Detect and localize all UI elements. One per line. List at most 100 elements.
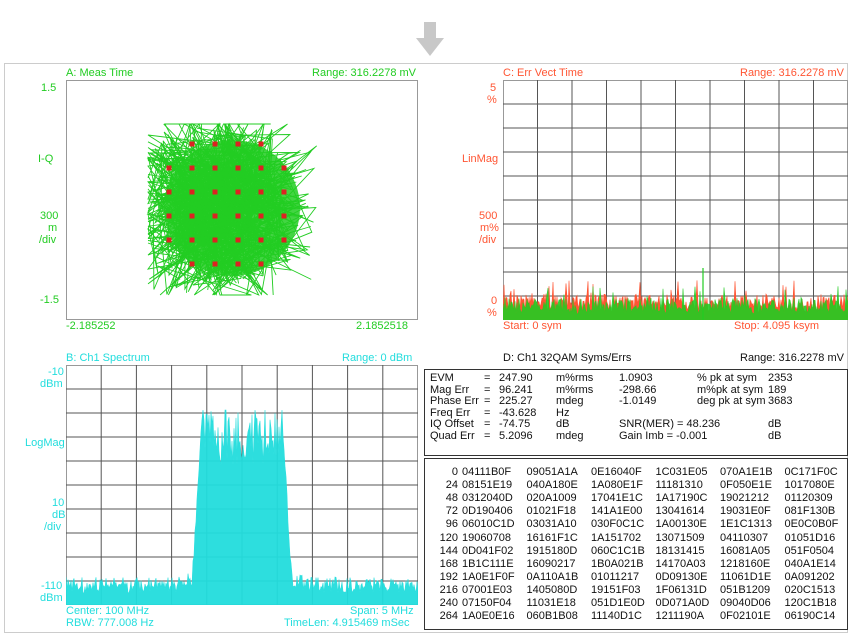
measurement-v2: Gain Imb = -0.001 xyxy=(619,430,708,442)
symbol-word: 0E16040F xyxy=(591,466,642,478)
panel-c-scale-3: /div xyxy=(479,234,497,246)
symbol-word: 0C171F0C xyxy=(784,466,838,478)
panel-c-y-bottom-2: % xyxy=(487,307,497,319)
spectrum-plot xyxy=(66,365,418,605)
symbol-word: 07150F04 xyxy=(462,597,512,609)
constellation-point xyxy=(189,165,195,171)
symbol-word: 19031E0F xyxy=(720,505,771,518)
measurement-name: Phase Err xyxy=(430,395,479,408)
constellation-traces xyxy=(146,122,318,296)
symbol-word: 16081A05 xyxy=(720,544,771,557)
symbol-word: 051D1E0D xyxy=(591,597,645,609)
constellation-point xyxy=(235,189,241,195)
symbol-word: 03031A10 xyxy=(526,518,577,531)
symbol-word: 020C1513 xyxy=(784,583,836,596)
panel-a-range: Range: 316.2278 mV xyxy=(312,67,416,79)
symbol-word: 04111B0F xyxy=(462,466,512,478)
symbol-word: 1A0E0E16 xyxy=(462,610,515,623)
measurement-unit: m%rms xyxy=(556,372,594,384)
panel-a-y-label: I-Q xyxy=(38,153,54,165)
symbol-word: 1211190A xyxy=(655,610,705,623)
measurement-name: EVM xyxy=(430,372,454,384)
symbol-word: 08151E19 xyxy=(462,479,513,492)
symbol-word: 19151F03 xyxy=(591,583,641,596)
panel-c-y-bottom-1: 0 xyxy=(491,295,498,307)
panel-c-scale-2: m% xyxy=(480,222,499,234)
symbol-word: 0D190406 xyxy=(462,505,513,518)
symbol-word: 1E1C1313 xyxy=(720,518,772,531)
panel-b-scale-2: dB xyxy=(52,509,66,521)
symbol-word: 01051D16 xyxy=(784,531,836,544)
symbol-word: 1A00130E xyxy=(655,518,707,531)
measurement-v2: SNR(MER) = 48.236 xyxy=(619,418,721,431)
panel-c-x-right: Stop: 4.095 ksym xyxy=(734,320,819,332)
measurement-v3: 2353 xyxy=(768,372,793,384)
panel-b-y-bottom-1: -110 xyxy=(41,580,63,592)
measurement-unit: dB xyxy=(556,418,570,431)
panel-b-y-bottom-2: dBm xyxy=(40,592,63,604)
symbol-word: 1218160E xyxy=(720,557,771,570)
symbol-word: 1017080E xyxy=(784,479,835,492)
symbol-index: 24 xyxy=(445,479,458,492)
measurement-v3: dB xyxy=(768,430,782,442)
constellation-point xyxy=(235,237,241,243)
constellation-point xyxy=(189,141,195,147)
panel-b-scale-1: 10 xyxy=(52,497,65,509)
constellation-point xyxy=(212,213,218,219)
panel-c-x-left: Start: 0 sym xyxy=(503,320,562,332)
panel-a-y-top: 1.5 xyxy=(41,82,57,94)
constellation-point xyxy=(212,165,218,171)
constellation-points xyxy=(166,141,287,267)
constellation-point xyxy=(258,261,264,267)
measurement-v3: dB xyxy=(768,418,782,431)
symbol-word: 1F06131D xyxy=(655,583,707,596)
panel-b-y-top-2: dBm xyxy=(40,378,63,390)
symbol-word: 13041614 xyxy=(655,505,705,518)
measurement-eq: = xyxy=(484,418,491,431)
symbol-index: 264 xyxy=(439,610,458,623)
spectrum-trace-fill xyxy=(66,409,418,605)
panel-b-rbw: RBW: 777.008 Hz xyxy=(66,617,154,629)
panel-c-y-label: LinMag xyxy=(462,153,499,165)
constellation-point xyxy=(212,141,218,147)
symbol-word: 13071509 xyxy=(655,531,705,544)
symbol-word: 11140D1C xyxy=(591,610,642,623)
symbol-word: 040A180E xyxy=(526,479,578,492)
symbol-word: 060C1C1B xyxy=(591,544,645,557)
panel-b-scale-3: /div xyxy=(44,521,62,533)
panel-a-x-left: -2.185252 xyxy=(66,320,116,332)
panel-a-scale-1: 300 xyxy=(40,210,59,222)
panel-b-timelen: TimeLen: 4.915469 mSec xyxy=(284,617,410,629)
measurement-val: 96.241 xyxy=(499,383,533,396)
panel-b-title: B: Ch1 Spectrum xyxy=(66,352,150,364)
constellation-point xyxy=(189,261,195,267)
measurement-name: Freq Err xyxy=(430,406,471,419)
constellation-point xyxy=(189,213,195,219)
symbol-index: 240 xyxy=(439,597,458,609)
symbol-word: 06010C1D xyxy=(462,518,515,531)
symbol-word: 16161F1C xyxy=(526,531,578,544)
constellation-point xyxy=(166,213,172,219)
symbol-word: 141A1E00 xyxy=(591,505,643,518)
symbol-word: 0312040D xyxy=(462,492,513,505)
spectrum-trace xyxy=(66,409,418,605)
constellation-point xyxy=(258,213,264,219)
panel-d-title: D: Ch1 32QAM Syms/Errs xyxy=(503,352,632,364)
symbol-word: 0F02101E xyxy=(720,610,771,623)
symbol-word: 0D041F02 xyxy=(462,544,514,557)
panel-b-center: Center: 100 MHz xyxy=(66,605,150,617)
symbol-word: 081F130B xyxy=(784,505,836,518)
measurement-name: IQ Offset xyxy=(430,418,474,431)
symbol-word: 020A1009 xyxy=(526,492,577,505)
constellation-point xyxy=(281,189,287,195)
measurement-eq: = xyxy=(484,406,491,419)
measurement-unit: Hz xyxy=(556,406,570,419)
panel-a-y-bottom: -1.5 xyxy=(40,294,59,306)
measurement-name: Quad Err xyxy=(430,430,475,442)
symbol-word: 120C1B18 xyxy=(784,597,837,609)
error-vector-grid xyxy=(503,80,848,320)
symbol-word: 16090217 xyxy=(526,557,576,570)
symbol-word: 17041E1C xyxy=(591,492,643,505)
constellation-point xyxy=(166,237,172,243)
symbol-index: 192 xyxy=(439,570,458,583)
